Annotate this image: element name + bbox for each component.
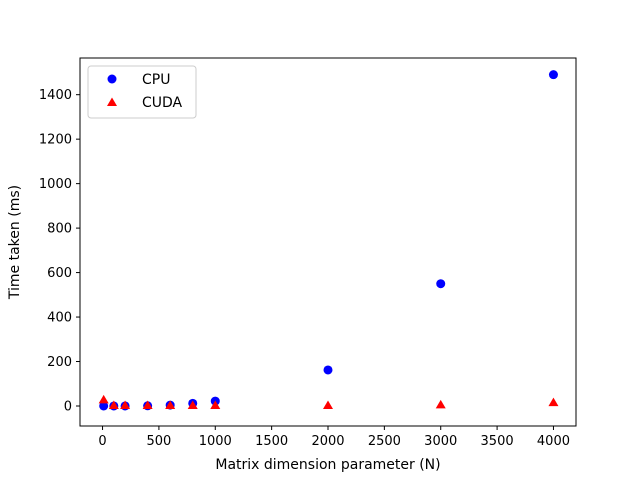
y-tick-label: 200 (47, 355, 72, 370)
y-tick-label: 600 (47, 266, 72, 281)
cuda-point (165, 400, 176, 409)
x-tick-label: 500 (146, 434, 171, 449)
legend-label-cuda: CUDA (142, 95, 183, 111)
cuda-point (435, 399, 446, 409)
x-tick-label: 3000 (424, 434, 457, 449)
y-tick-label: 800 (47, 222, 72, 237)
cuda-point (108, 400, 119, 409)
x-tick-label: 4000 (537, 434, 570, 449)
x-tick-label: 2500 (368, 434, 401, 449)
y-axis-label: Time taken (ms) (7, 185, 23, 300)
x-tick-label: 3500 (481, 434, 514, 449)
cuda-point (210, 400, 221, 409)
y-tick-label: 1400 (39, 88, 72, 103)
cuda-point (120, 400, 131, 409)
legend-marker-cuda (107, 97, 117, 106)
cpu-point (323, 365, 333, 375)
cpu-point (548, 70, 558, 80)
y-tick-label: 0 (64, 399, 72, 414)
x-axis-label: Matrix dimension parameter (N) (215, 457, 440, 473)
y-tick-label: 1000 (39, 177, 72, 192)
cuda-point (98, 394, 109, 404)
x-tick-label: 0 (98, 434, 106, 449)
legend: CPU CUDA (87, 65, 197, 119)
cuda-point (323, 400, 333, 409)
legend-label-cpu: CPU (142, 72, 170, 88)
x-axis-ticks: 0 500 1000 1500 2000 2500 3000 3500 4000 (98, 426, 570, 449)
y-tick-label: 1200 (39, 133, 72, 148)
data-points (98, 70, 559, 411)
x-tick-label: 2000 (311, 434, 344, 449)
legend-marker-cpu (107, 74, 117, 84)
cpu-point (436, 279, 446, 289)
cuda-point (548, 397, 559, 407)
y-axis-ticks: 0 200 400 600 800 1000 1200 1400 (39, 88, 80, 414)
cuda-point (142, 400, 153, 409)
x-tick-label: 1500 (255, 434, 288, 449)
cpu-point (99, 401, 109, 411)
y-tick-label: 400 (47, 311, 72, 326)
x-tick-label: 1000 (199, 434, 232, 449)
cuda-point (187, 400, 198, 409)
